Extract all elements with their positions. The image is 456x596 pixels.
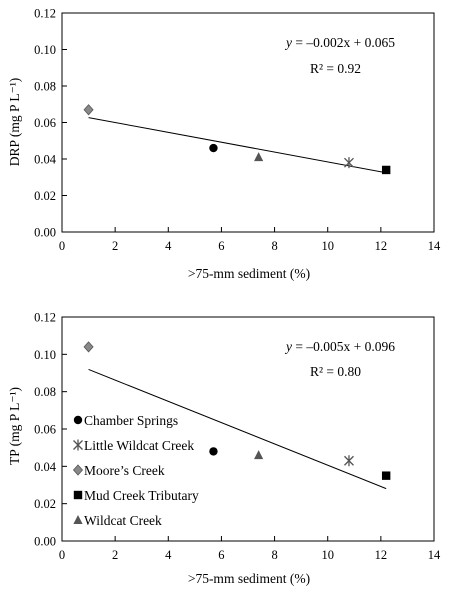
data-point-circle: [209, 143, 218, 153]
x-tick-label: 0: [59, 239, 65, 253]
data-point-diamond: [83, 341, 94, 353]
legend-marker-triangle: [73, 515, 83, 524]
legend-label: Mud Creek Tributary: [84, 488, 199, 503]
y-axis-title: DRP (mg P L⁻¹): [7, 78, 22, 167]
legend-marker-asterisk: [73, 439, 83, 451]
y-axis-title: TP (mg P L⁻¹): [7, 387, 22, 465]
data-point-asterisk: [344, 157, 354, 169]
y-tick-label: 0.06: [34, 116, 56, 130]
data-point-diamond: [83, 104, 94, 116]
legend-label: Little Wildcat Creek: [84, 438, 194, 453]
y-tick-label: 0.00: [34, 535, 56, 549]
equation-variable: y: [284, 35, 292, 50]
x-tick-label: 6: [218, 548, 224, 562]
data-point-triangle: [254, 152, 264, 162]
regression-equation: y = –0.005x + 0.096: [284, 339, 395, 354]
data-point-square: [381, 471, 391, 480]
legend-label: Moore’s Creek: [84, 463, 165, 478]
x-tick-label: 12: [375, 548, 388, 562]
regression-equation: y = –0.002x + 0.065: [284, 35, 395, 50]
y-tick-label: 0.00: [34, 226, 56, 240]
x-tick-label: 2: [112, 548, 118, 562]
chart-drp: DRP (mg P L⁻¹) >75-mm sediment (%) y = –…: [7, 7, 441, 282]
equation-variable: y: [284, 339, 292, 354]
y-tick-label: 0.12: [34, 311, 56, 325]
y-tick-label: 0.02: [34, 497, 56, 511]
data-point-asterisk: [344, 455, 354, 467]
legend: Chamber Springs Little Wildcat Creek Moore…: [72, 413, 199, 528]
x-tick-label: 14: [428, 239, 441, 253]
x-tick-label: 6: [218, 239, 224, 253]
x-tick-label: 4: [165, 548, 172, 562]
x-axis-title: >75-mm sediment (%): [188, 571, 310, 586]
x-axis-title: >75-mm sediment (%): [188, 266, 310, 281]
x-tick-label: 10: [321, 239, 334, 253]
trendline: [88, 368, 387, 490]
r-squared: R² = 0.92: [310, 61, 361, 76]
x-tick-label: 8: [271, 548, 277, 562]
x-tick-label: 12: [375, 239, 388, 253]
x-tick-label: 2: [112, 239, 118, 253]
x-tick-label: 8: [271, 239, 277, 253]
y-tick-label: 0.08: [34, 385, 56, 399]
y-tick-label: 0.10: [34, 348, 56, 362]
legend-marker-diamond: [72, 464, 84, 476]
legend-label: Chamber Springs: [84, 413, 178, 428]
y-tick-label: 0.08: [34, 80, 56, 94]
x-tick-label: 14: [428, 548, 441, 562]
y-tick-label: 0.10: [34, 43, 56, 57]
y-tick-label: 0.12: [34, 7, 56, 21]
y-tick-label: 0.02: [34, 189, 56, 203]
equation-body: = –0.005x + 0.096: [292, 339, 395, 354]
r-squared: R² = 0.80: [310, 364, 361, 379]
chart-tp: TP (mg P L⁻¹) >75-mm sediment (%) y = –0…: [7, 311, 441, 587]
data-point-triangle: [254, 450, 264, 460]
legend-marker-square: [73, 490, 83, 500]
x-tick-label: 4: [165, 239, 172, 253]
y-tick-label: 0.06: [34, 423, 56, 437]
equation-body: = –0.002x + 0.065: [292, 35, 395, 50]
data-point-square: [381, 165, 391, 175]
data-point-circle: [209, 447, 218, 456]
legend-label: Wildcat Creek: [84, 513, 162, 528]
trendline: [88, 117, 387, 174]
legend-marker-circle: [73, 415, 83, 425]
y-tick-label: 0.04: [34, 153, 57, 167]
x-tick-label: 10: [321, 548, 334, 562]
x-tick-label: 0: [59, 548, 65, 562]
y-tick-label: 0.04: [34, 460, 57, 474]
